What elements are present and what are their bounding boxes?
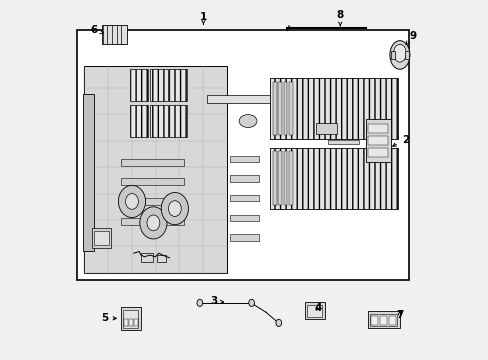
Bar: [102, 24, 126, 44]
Bar: [83, 66, 226, 273]
Text: 1: 1: [200, 12, 206, 24]
Bar: [269, 148, 397, 208]
Bar: [288, 82, 292, 135]
Bar: [370, 316, 377, 325]
Bar: [365, 119, 390, 162]
Bar: [94, 231, 109, 246]
Bar: [230, 156, 258, 162]
Text: 5: 5: [101, 313, 116, 323]
Text: 8: 8: [336, 10, 343, 26]
Bar: [83, 94, 94, 251]
Bar: [328, 140, 358, 144]
Bar: [380, 316, 386, 325]
Bar: [121, 217, 183, 225]
Bar: [283, 82, 287, 135]
Ellipse shape: [118, 185, 145, 217]
Bar: [169, 105, 187, 137]
Ellipse shape: [147, 215, 160, 231]
Bar: [315, 123, 337, 134]
Ellipse shape: [239, 114, 257, 127]
Bar: [169, 69, 187, 102]
Bar: [367, 148, 387, 157]
Bar: [134, 319, 138, 326]
Ellipse shape: [393, 44, 406, 62]
Bar: [121, 198, 183, 205]
Text: 9: 9: [405, 31, 416, 45]
Ellipse shape: [248, 299, 254, 306]
Ellipse shape: [161, 193, 188, 225]
Bar: [129, 319, 133, 326]
Ellipse shape: [125, 194, 138, 209]
Bar: [121, 158, 183, 166]
Ellipse shape: [140, 207, 166, 239]
Ellipse shape: [275, 319, 281, 327]
Text: 6: 6: [90, 25, 103, 35]
Bar: [230, 175, 258, 182]
Bar: [121, 178, 183, 185]
Bar: [367, 124, 387, 133]
Bar: [206, 95, 285, 103]
Ellipse shape: [389, 41, 409, 69]
Text: 4: 4: [314, 303, 322, 313]
Bar: [149, 105, 167, 137]
Bar: [369, 314, 396, 326]
Bar: [272, 152, 276, 205]
Bar: [77, 30, 408, 280]
Bar: [141, 253, 153, 262]
Bar: [130, 69, 148, 102]
Bar: [157, 255, 165, 262]
Bar: [124, 319, 128, 326]
Bar: [388, 316, 395, 325]
Bar: [269, 78, 397, 139]
Text: 2: 2: [392, 135, 408, 146]
Bar: [305, 302, 324, 319]
Bar: [306, 305, 322, 317]
Bar: [230, 215, 258, 221]
Bar: [404, 51, 408, 59]
Bar: [121, 307, 141, 330]
Bar: [91, 228, 111, 248]
Bar: [367, 311, 399, 328]
Text: 7: 7: [395, 310, 403, 320]
Bar: [230, 195, 258, 202]
Bar: [278, 152, 282, 205]
Bar: [130, 105, 148, 137]
Ellipse shape: [168, 201, 181, 216]
Bar: [272, 82, 276, 135]
Ellipse shape: [197, 299, 203, 306]
Bar: [123, 310, 138, 328]
Bar: [278, 82, 282, 135]
Bar: [390, 51, 394, 59]
Bar: [149, 69, 167, 102]
Bar: [230, 234, 258, 241]
Text: 3: 3: [210, 296, 223, 306]
Bar: [288, 152, 292, 205]
Bar: [367, 136, 387, 145]
Bar: [283, 152, 287, 205]
